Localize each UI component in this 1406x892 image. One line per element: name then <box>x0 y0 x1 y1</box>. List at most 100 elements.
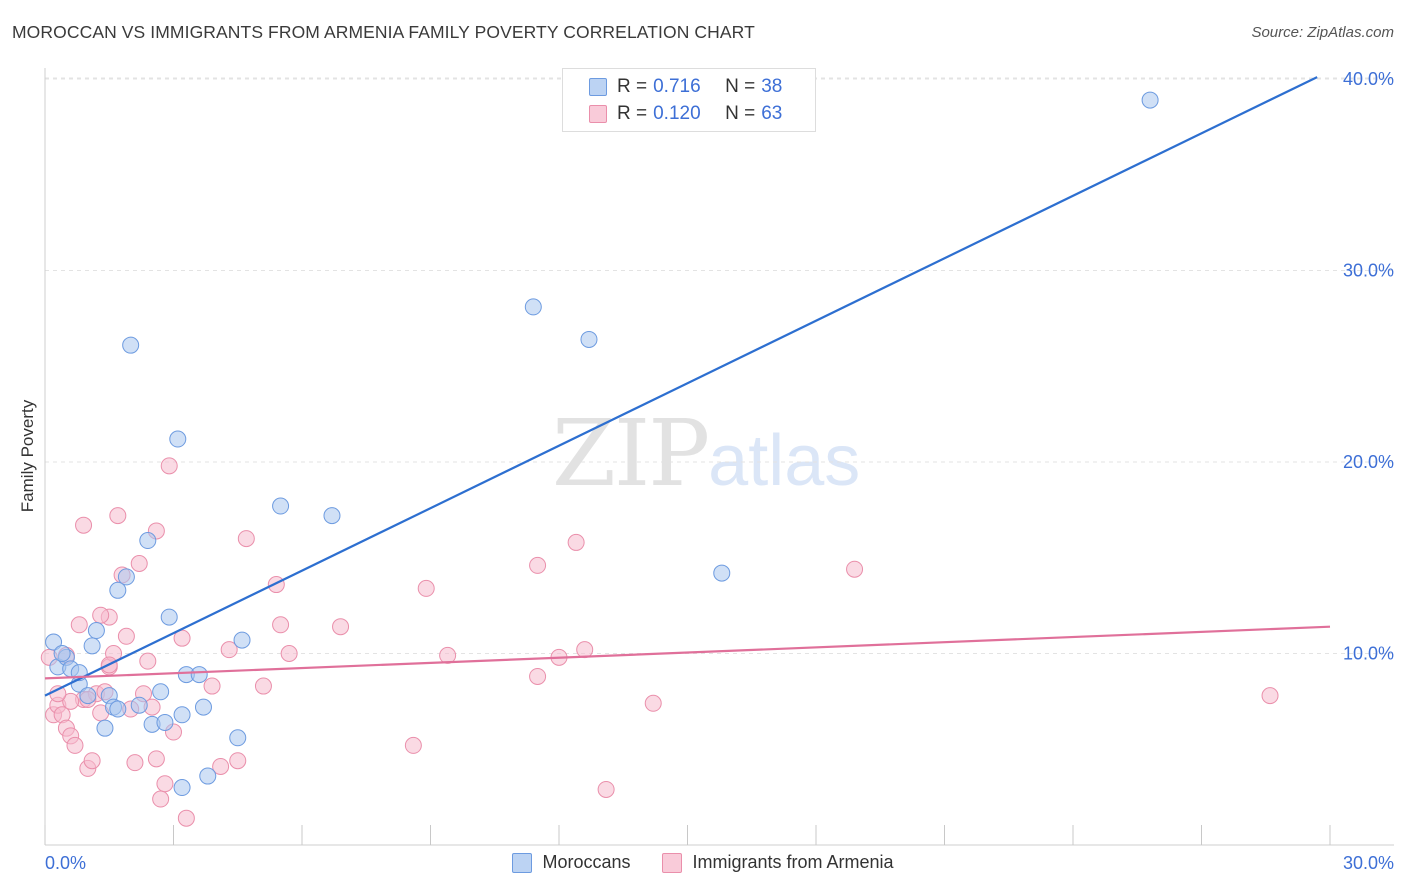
armenia-point <box>126 754 144 772</box>
legend-row-armenia: R = 0.120 N = 63 <box>589 102 782 126</box>
moroccan-point <box>160 608 178 626</box>
armenia-point <box>66 736 84 754</box>
moroccan-point <box>229 729 247 747</box>
armenia-point <box>212 757 230 775</box>
moroccan-point <box>173 779 191 797</box>
moroccan-point <box>109 581 127 599</box>
y-tick-label: 30.0% <box>1343 261 1394 281</box>
moroccan-point <box>524 298 542 316</box>
moroccan-point <box>156 713 174 731</box>
armenia-point <box>177 809 195 827</box>
bottom-legend-moroccans: Moroccans <box>512 852 630 873</box>
moroccan-point <box>83 637 101 655</box>
moroccan-point <box>152 683 170 701</box>
armenia-point <box>267 576 285 594</box>
bottom-legend-swatch-blue <box>512 852 533 873</box>
armenia-point <box>156 775 174 793</box>
armenia-point <box>75 516 93 534</box>
moroccan-point <box>323 507 341 525</box>
moroccan-point <box>190 666 208 684</box>
watermark-atlas: atlas <box>708 421 861 501</box>
legend-swatch-pink <box>589 105 607 123</box>
moroccan-point <box>109 700 127 718</box>
armenia-point <box>417 579 435 597</box>
armenia-point <box>529 556 547 574</box>
legend-n-value: 38 <box>761 76 783 97</box>
armenia-point <box>237 530 255 548</box>
armenia-point <box>280 645 298 662</box>
legend-swatch-blue <box>589 78 607 96</box>
legend: R = 0.716 N = 38 R = 0.120 N = 63 <box>562 68 816 132</box>
moroccan-point <box>45 633 63 651</box>
armenia-point <box>203 677 221 695</box>
moroccan-point <box>272 497 290 515</box>
watermark: ZIPatlas <box>552 400 860 507</box>
chart-title: MOROCCAN VS IMMIGRANTS FROM ARMENIA FAMI… <box>12 22 755 42</box>
x-tick-label: 30.0% <box>1343 853 1394 873</box>
legend-row-moroccans: R = 0.716 N = 38 <box>589 75 782 99</box>
armenia-point <box>109 507 127 525</box>
y-tick-label: 10.0% <box>1343 644 1394 664</box>
moroccan-point <box>169 430 187 448</box>
moroccan-point <box>87 622 105 640</box>
armenia-point <box>644 694 662 712</box>
moroccan-point <box>194 698 212 716</box>
chart-source: Source: ZipAtlas.com <box>1251 24 1394 41</box>
armenia-point <box>846 560 864 578</box>
armenia-point <box>254 677 272 695</box>
bottom-legend: Moroccans Immigrants from Armenia <box>0 852 1406 873</box>
moroccan-point <box>233 631 251 649</box>
armenia-point <box>117 627 135 645</box>
bottom-legend-armenia: Immigrants from Armenia <box>662 852 894 873</box>
moroccan-point <box>199 767 217 785</box>
y-tick-label: 40.0% <box>1343 69 1394 89</box>
legend-n-label: N = <box>725 103 756 124</box>
armenia-trend-line <box>44 625 1331 680</box>
armenia-point <box>597 780 615 798</box>
watermark-zip: ZIP <box>552 400 710 507</box>
moroccan-trend-line <box>44 76 1318 697</box>
armenia-point <box>404 736 422 754</box>
armenia-point <box>70 616 88 634</box>
armenia-point <box>567 533 585 551</box>
armenia-point <box>139 652 157 670</box>
bottom-legend-swatch-pink <box>662 852 683 873</box>
armenia-point <box>152 790 170 808</box>
armenia-point <box>83 752 101 770</box>
legend-r-value: 0.120 <box>653 103 701 124</box>
bottom-legend-label: Immigrants from Armenia <box>692 852 894 872</box>
moroccan-point <box>117 568 135 586</box>
moroccan-point <box>130 696 148 714</box>
armenia-point <box>529 667 547 685</box>
moroccan-point <box>53 645 71 662</box>
x-tick-label: 0.0% <box>45 853 86 873</box>
legend-n-label: N = <box>725 76 756 97</box>
legend-r-label: R = <box>617 76 648 97</box>
armenia-point <box>92 606 110 624</box>
moroccan-point <box>1141 91 1159 109</box>
y-tick-label: 20.0% <box>1343 452 1394 472</box>
armenia-point <box>49 685 67 703</box>
armenia-point <box>147 750 165 768</box>
moroccan-point <box>580 330 598 348</box>
legend-r-label: R = <box>617 103 648 124</box>
armenia-point <box>272 616 290 634</box>
moroccan-point <box>173 706 191 724</box>
moroccan-point <box>122 336 140 354</box>
moroccan-point <box>96 719 114 737</box>
legend-r-value: 0.716 <box>653 76 701 97</box>
moroccan-point <box>713 564 731 582</box>
armenia-point <box>220 641 238 659</box>
armenia-point <box>229 752 247 770</box>
armenia-point <box>332 618 350 636</box>
armenia-point <box>576 641 594 659</box>
moroccan-point <box>139 532 157 550</box>
armenia-point <box>130 554 148 572</box>
armenia-point <box>160 457 178 475</box>
armenia-point <box>62 692 80 710</box>
legend-n-value: 63 <box>761 103 783 124</box>
armenia-point <box>439 646 457 664</box>
bottom-legend-label: Moroccans <box>542 852 631 872</box>
armenia-point <box>1261 687 1279 705</box>
